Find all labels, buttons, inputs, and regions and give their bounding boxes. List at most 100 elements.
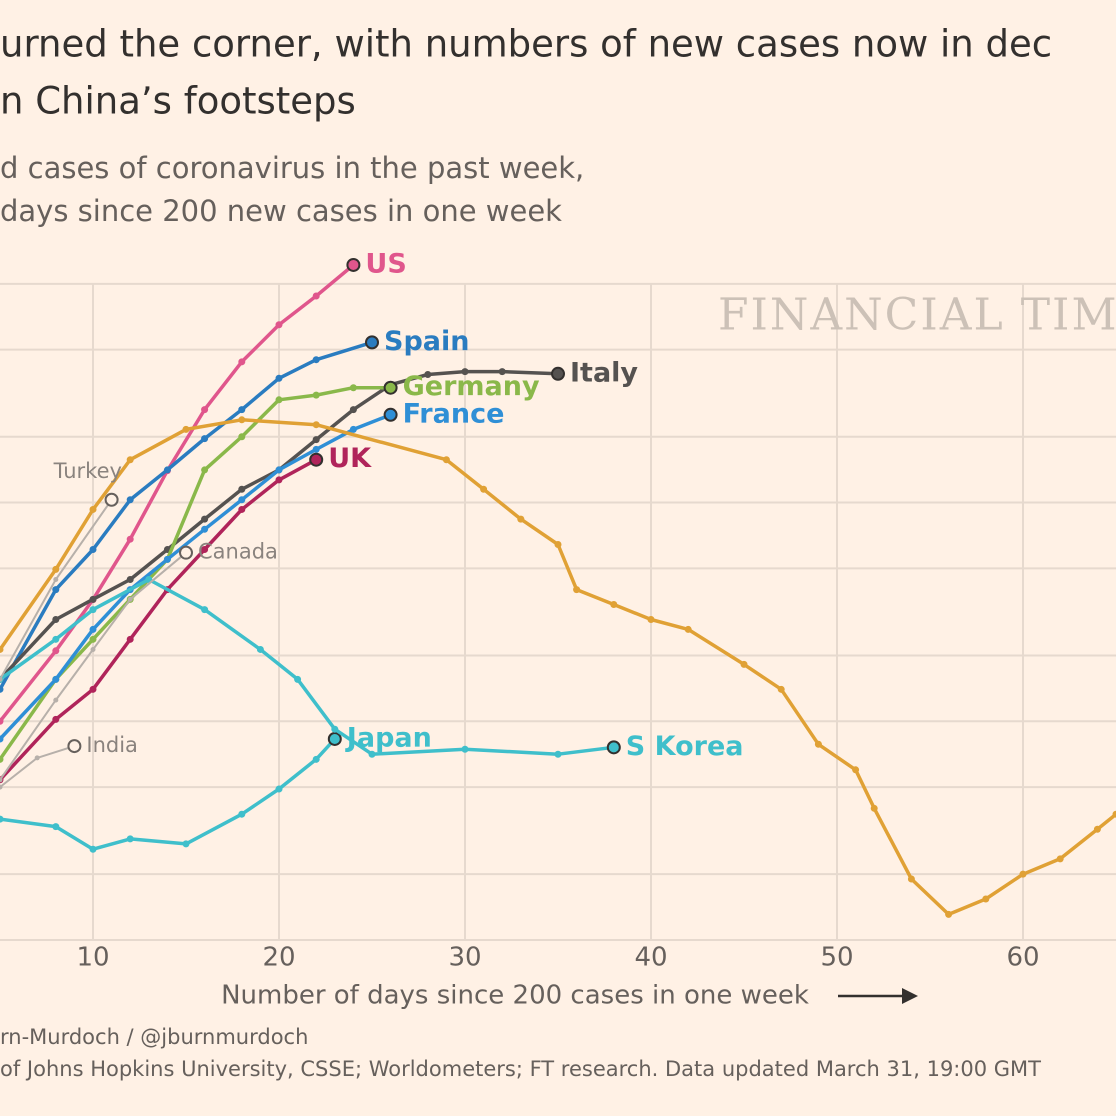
data-point	[740, 660, 748, 668]
series-label: Spain	[384, 326, 469, 357]
data-point	[554, 541, 562, 549]
data-point	[275, 466, 283, 474]
data-point	[294, 675, 302, 683]
end-point	[383, 380, 398, 395]
x-tick-label: 40	[634, 943, 667, 973]
data-point	[89, 845, 97, 853]
series-label: Italy	[570, 357, 638, 388]
chart-title: n China’s footsteps	[0, 80, 356, 123]
data-point	[461, 745, 469, 753]
data-point	[52, 715, 60, 723]
data-point	[312, 445, 320, 453]
end-point	[67, 739, 82, 754]
series-line	[0, 340, 373, 691]
data-point	[777, 685, 785, 693]
end-point	[309, 452, 324, 467]
data-point	[0, 735, 4, 743]
data-point	[573, 586, 581, 594]
data-point	[870, 804, 878, 812]
data-point	[238, 433, 246, 441]
data-point	[1056, 855, 1064, 863]
data-point	[312, 421, 320, 429]
series-line	[0, 577, 615, 756]
data-point	[852, 766, 860, 774]
end-point	[179, 545, 193, 560]
data-point	[201, 406, 209, 414]
series-label: India	[86, 733, 138, 757]
data-point	[52, 615, 60, 623]
x-tick-label: 50	[820, 943, 853, 973]
data-point	[945, 910, 953, 918]
data-point	[126, 635, 134, 643]
end-point	[383, 407, 398, 422]
data-point	[89, 546, 97, 554]
data-point	[554, 750, 562, 758]
data-point	[238, 485, 246, 493]
data-point	[684, 625, 692, 633]
data-point	[275, 396, 283, 404]
data-point	[517, 515, 525, 523]
end-point	[104, 492, 119, 507]
subtitle: d cases of coronavirus in the past week,	[0, 151, 584, 185]
data-point	[368, 750, 376, 758]
series-label: US	[365, 248, 406, 279]
data-point	[238, 496, 246, 504]
data-point	[52, 823, 60, 831]
data-point	[256, 645, 264, 653]
data-point	[480, 485, 488, 493]
data-point	[0, 645, 4, 653]
data-point	[238, 416, 246, 424]
subtitle: days since 200 new cases in one week	[0, 194, 562, 228]
data-point	[201, 606, 209, 614]
data-point	[182, 425, 190, 433]
data-point	[647, 615, 655, 623]
data-point	[201, 525, 209, 533]
data-point	[907, 875, 915, 883]
data-point	[126, 496, 134, 504]
end-point	[346, 257, 361, 272]
data-point	[89, 625, 97, 633]
data-point	[126, 535, 134, 543]
data-point	[424, 371, 432, 379]
data-point	[126, 456, 134, 464]
data-point	[52, 647, 60, 655]
axis-arrow-head	[902, 988, 918, 1004]
data-point	[52, 635, 60, 643]
data-point	[0, 717, 4, 725]
series-label: Japan	[345, 722, 432, 753]
watermark: FINANCIAL TIM	[718, 290, 1116, 341]
data-point	[275, 476, 283, 484]
series-label: S Korea	[626, 731, 744, 762]
data-point	[163, 555, 171, 563]
series-label: Canada	[198, 540, 278, 564]
data-point	[89, 606, 97, 614]
data-point	[34, 755, 40, 761]
end-point	[327, 731, 342, 746]
x-axis-label: Number of days since 200 cases in one we…	[221, 981, 809, 1011]
data-point	[126, 575, 134, 583]
data-point	[1093, 825, 1101, 833]
data-point	[52, 586, 60, 594]
data-point	[238, 810, 246, 818]
x-tick-label: 60	[1006, 943, 1039, 973]
data-point	[201, 515, 209, 523]
data-point	[53, 576, 59, 582]
data-point	[610, 600, 618, 608]
data-point	[1112, 810, 1116, 818]
end-point	[606, 740, 621, 755]
data-point	[331, 725, 339, 733]
data-point	[0, 676, 3, 682]
data-point	[89, 595, 97, 603]
data-point	[89, 505, 97, 513]
data-point	[52, 675, 60, 683]
data-point	[89, 635, 97, 643]
data-point	[127, 596, 133, 602]
data-point	[349, 384, 357, 392]
data-point	[982, 895, 990, 903]
data-point	[312, 391, 320, 399]
series-label: UK	[328, 443, 372, 474]
chart-title: urned the corner, with numbers of new ca…	[0, 23, 1052, 66]
data-point	[349, 406, 357, 414]
data-point	[0, 755, 4, 763]
